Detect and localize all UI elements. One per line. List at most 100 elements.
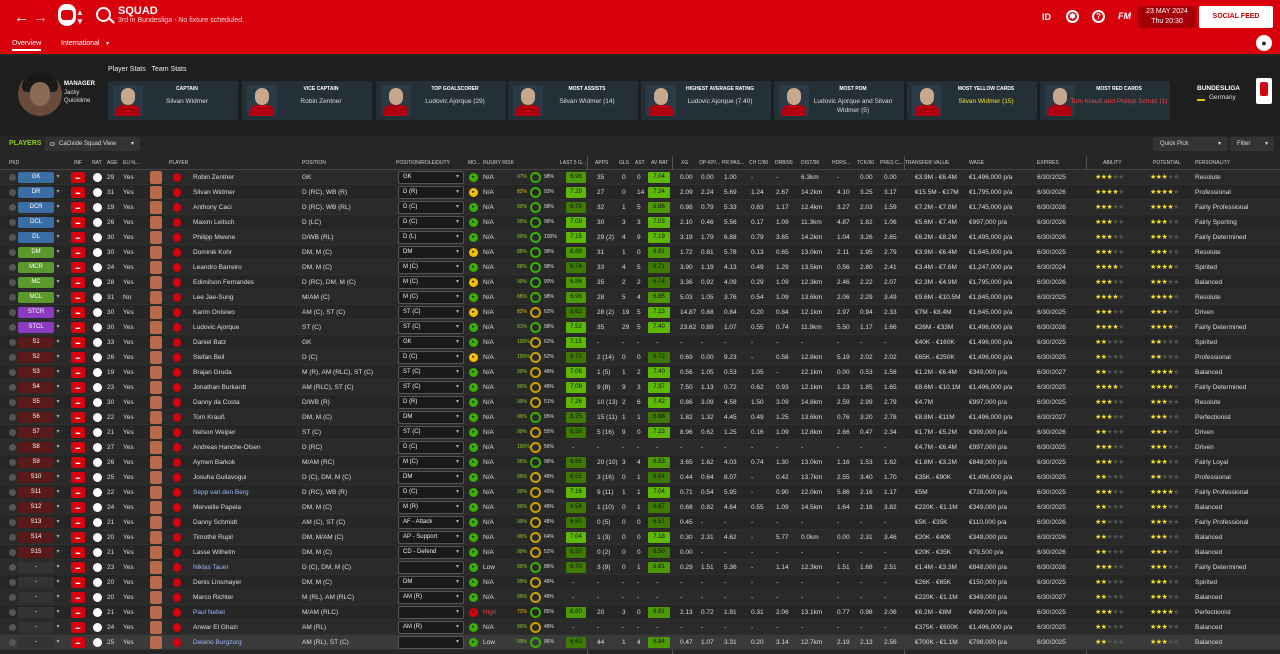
player-name-link[interactable]: Danny Schmidt bbox=[193, 519, 238, 526]
table-row[interactable]: DCR ▾ ▬ 19 Yes Anthony Caci D (RC), WB (RL) D (… bbox=[0, 200, 1280, 215]
picked-indicator[interactable] bbox=[9, 234, 16, 241]
player-name-link[interactable]: Danny da Costa bbox=[193, 399, 240, 406]
role-duty-dropdown[interactable]: DM ▾ bbox=[398, 471, 464, 484]
fm-logo[interactable]: FM bbox=[1118, 11, 1131, 21]
role-duty-dropdown[interactable]: CD - Defend ▾ bbox=[398, 546, 464, 559]
selection-position-dropdown[interactable]: MC bbox=[18, 277, 54, 288]
chevron-down-icon[interactable]: ▾ bbox=[56, 264, 60, 270]
table-row[interactable]: S12 ▾ ▬ 24 Yes Merveille Papela DM, M (C) M (R)… bbox=[0, 500, 1280, 515]
selection-position-dropdown[interactable]: S11 bbox=[18, 487, 54, 498]
info-badge-icon[interactable]: ▬ bbox=[71, 292, 85, 303]
role-duty-dropdown[interactable]: AM (R) ▾ bbox=[398, 621, 464, 634]
info-badge-icon[interactable]: ▬ bbox=[71, 637, 85, 648]
chevron-down-icon[interactable]: ▾ bbox=[56, 504, 60, 510]
info-badge-icon[interactable]: ▬ bbox=[71, 517, 85, 528]
nationality-flag-icon[interactable] bbox=[93, 278, 102, 287]
picked-indicator[interactable] bbox=[9, 519, 16, 526]
selection-position-dropdown[interactable]: - bbox=[18, 622, 54, 633]
tab-player-stats[interactable]: Player Stats bbox=[108, 66, 146, 73]
nationality-flag-icon[interactable] bbox=[93, 188, 102, 197]
table-row[interactable]: MCR ▾ ▬ 24 Yes Leandro Barreiro DM, M (C) M (C)… bbox=[0, 260, 1280, 275]
search-icon[interactable] bbox=[96, 7, 111, 22]
nationality-flag-icon[interactable] bbox=[93, 398, 102, 407]
picked-indicator[interactable] bbox=[9, 639, 16, 646]
column-header[interactable]: EU N... bbox=[123, 160, 140, 166]
picked-indicator[interactable] bbox=[9, 594, 16, 601]
nationality-flag-icon[interactable] bbox=[93, 413, 102, 422]
nationality-flag-icon[interactable] bbox=[93, 248, 102, 257]
info-badge-icon[interactable]: ▬ bbox=[71, 247, 85, 258]
selection-position-dropdown[interactable]: STCR bbox=[18, 307, 54, 318]
role-duty-dropdown[interactable]: M (C) ▾ bbox=[398, 261, 464, 274]
table-row[interactable]: S10 ▾ ▬ 25 Yes Josuha Guilavogui D (C), DM, M … bbox=[0, 470, 1280, 485]
column-header[interactable]: AGE bbox=[107, 160, 118, 166]
table-row[interactable]: S3 ▾ ▬ 19 Yes Brajan Gruda M (R), AM (RLC), ST… bbox=[0, 365, 1280, 380]
chevron-down-icon[interactable]: ▾ bbox=[56, 429, 60, 435]
chevron-down-icon[interactable]: ▾ bbox=[56, 624, 60, 630]
role-duty-dropdown[interactable]: DM ▾ bbox=[398, 411, 464, 424]
column-header[interactable]: CH C/90 bbox=[749, 160, 769, 166]
picked-indicator[interactable] bbox=[9, 429, 16, 436]
social-feed-button[interactable]: SOCIAL FEED bbox=[1199, 6, 1273, 28]
info-badge-icon[interactable]: ▬ bbox=[71, 277, 85, 288]
chevron-down-icon[interactable]: ▾ bbox=[56, 354, 60, 360]
captain-card[interactable]: CAPTAIN Silvan Widmer bbox=[108, 81, 238, 120]
nationality-flag-icon[interactable] bbox=[93, 638, 102, 647]
club-logo[interactable] bbox=[58, 4, 76, 26]
picked-indicator[interactable] bbox=[9, 339, 16, 346]
table-row[interactable]: S6 ▾ ▬ 22 Yes Tom Krauß DM, M (C) DM ▾ ▸ N/A 99% 95%… bbox=[0, 410, 1280, 425]
player-name-link[interactable]: Sepp van den Berg bbox=[193, 489, 249, 496]
selection-position-dropdown[interactable]: - bbox=[18, 577, 54, 588]
nationality-flag-icon[interactable] bbox=[93, 503, 102, 512]
chevron-down-icon[interactable]: ▾ bbox=[56, 489, 60, 495]
selection-position-dropdown[interactable]: - bbox=[18, 592, 54, 603]
picked-indicator[interactable] bbox=[9, 264, 16, 271]
role-duty-dropdown[interactable]: D (C) ▾ bbox=[398, 216, 464, 229]
column-header[interactable]: INF bbox=[74, 160, 83, 166]
column-header[interactable]: OP-KP/... bbox=[699, 160, 721, 166]
picked-indicator[interactable] bbox=[9, 579, 16, 586]
info-badge-icon[interactable]: ▬ bbox=[71, 607, 85, 618]
table-row[interactable]: MCL ▾ ▬ 31 No Lee Jae-Sung M/AM (C) M (C) ▾ ▸ N/A 8… bbox=[0, 290, 1280, 305]
picked-indicator[interactable] bbox=[9, 219, 16, 226]
nationality-flag-icon[interactable] bbox=[93, 488, 102, 497]
bundesliga-logo[interactable] bbox=[1256, 78, 1272, 104]
selection-position-dropdown[interactable]: - bbox=[18, 637, 54, 648]
role-duty-dropdown[interactable]: ▾ bbox=[398, 561, 464, 574]
column-header[interactable]: DIST/90 bbox=[801, 160, 820, 166]
picked-indicator[interactable] bbox=[9, 189, 16, 196]
player-name-link[interactable]: Marco Richter bbox=[193, 594, 234, 601]
table-row[interactable]: S5 ▾ ▬ 30 Yes Danny da Costa D/WB (R) D (R) ▾ ▸ N/… bbox=[0, 395, 1280, 410]
player-name-link[interactable]: Karim Onisiwo bbox=[193, 309, 235, 316]
role-duty-dropdown[interactable]: AM (R) ▾ bbox=[398, 591, 464, 604]
info-badge-icon[interactable]: ▬ bbox=[71, 442, 85, 453]
role-duty-dropdown[interactable]: DM ▾ bbox=[398, 246, 464, 259]
selection-position-dropdown[interactable]: DM bbox=[18, 247, 54, 258]
selection-position-dropdown[interactable]: S15 bbox=[18, 547, 54, 558]
column-header[interactable]: INJURY RISK bbox=[483, 160, 514, 166]
role-duty-dropdown[interactable]: GK ▾ bbox=[398, 336, 464, 349]
selection-position-dropdown[interactable]: S10 bbox=[18, 472, 54, 483]
player-name-link[interactable]: Josuha Guilavogui bbox=[193, 474, 247, 481]
role-duty-dropdown[interactable]: D (R) ▾ bbox=[398, 396, 464, 409]
nationality-flag-icon[interactable] bbox=[93, 263, 102, 272]
league-name[interactable]: BUNDESLIGA bbox=[1197, 85, 1240, 92]
info-badge-icon[interactable]: ▬ bbox=[71, 547, 85, 558]
selection-position-dropdown[interactable]: S2 bbox=[18, 352, 54, 363]
date-widget[interactable]: 23 MAY 2024 Thu 20:30 bbox=[1138, 6, 1196, 28]
selection-position-dropdown[interactable]: S5 bbox=[18, 397, 54, 408]
role-duty-dropdown[interactable]: ▾ bbox=[398, 606, 464, 619]
table-row[interactable]: S8 ▾ ▬ 27 Yes Andreas Hanche-Olsen D (RC) D (C)… bbox=[0, 440, 1280, 455]
selection-position-dropdown[interactable]: - bbox=[18, 562, 54, 573]
picked-indicator[interactable] bbox=[9, 504, 16, 511]
player-name-link[interactable]: Jonathan Burkardt bbox=[193, 384, 247, 391]
column-header[interactable]: GLS bbox=[619, 160, 630, 166]
chevron-down-icon[interactable]: ▾ bbox=[56, 459, 60, 465]
table-row[interactable]: S11 ▾ ▬ 22 Yes Sepp van den Berg D (RC), WB (R… bbox=[0, 485, 1280, 500]
selection-position-dropdown[interactable]: S8 bbox=[18, 442, 54, 453]
chevron-down-icon[interactable]: ▾ bbox=[56, 564, 60, 570]
info-badge-icon[interactable]: ▬ bbox=[71, 322, 85, 333]
chevron-down-icon[interactable]: ▾ bbox=[56, 444, 60, 450]
info-badge-icon[interactable]: ▬ bbox=[71, 262, 85, 273]
role-duty-dropdown[interactable]: ST (C) ▾ bbox=[398, 321, 464, 334]
